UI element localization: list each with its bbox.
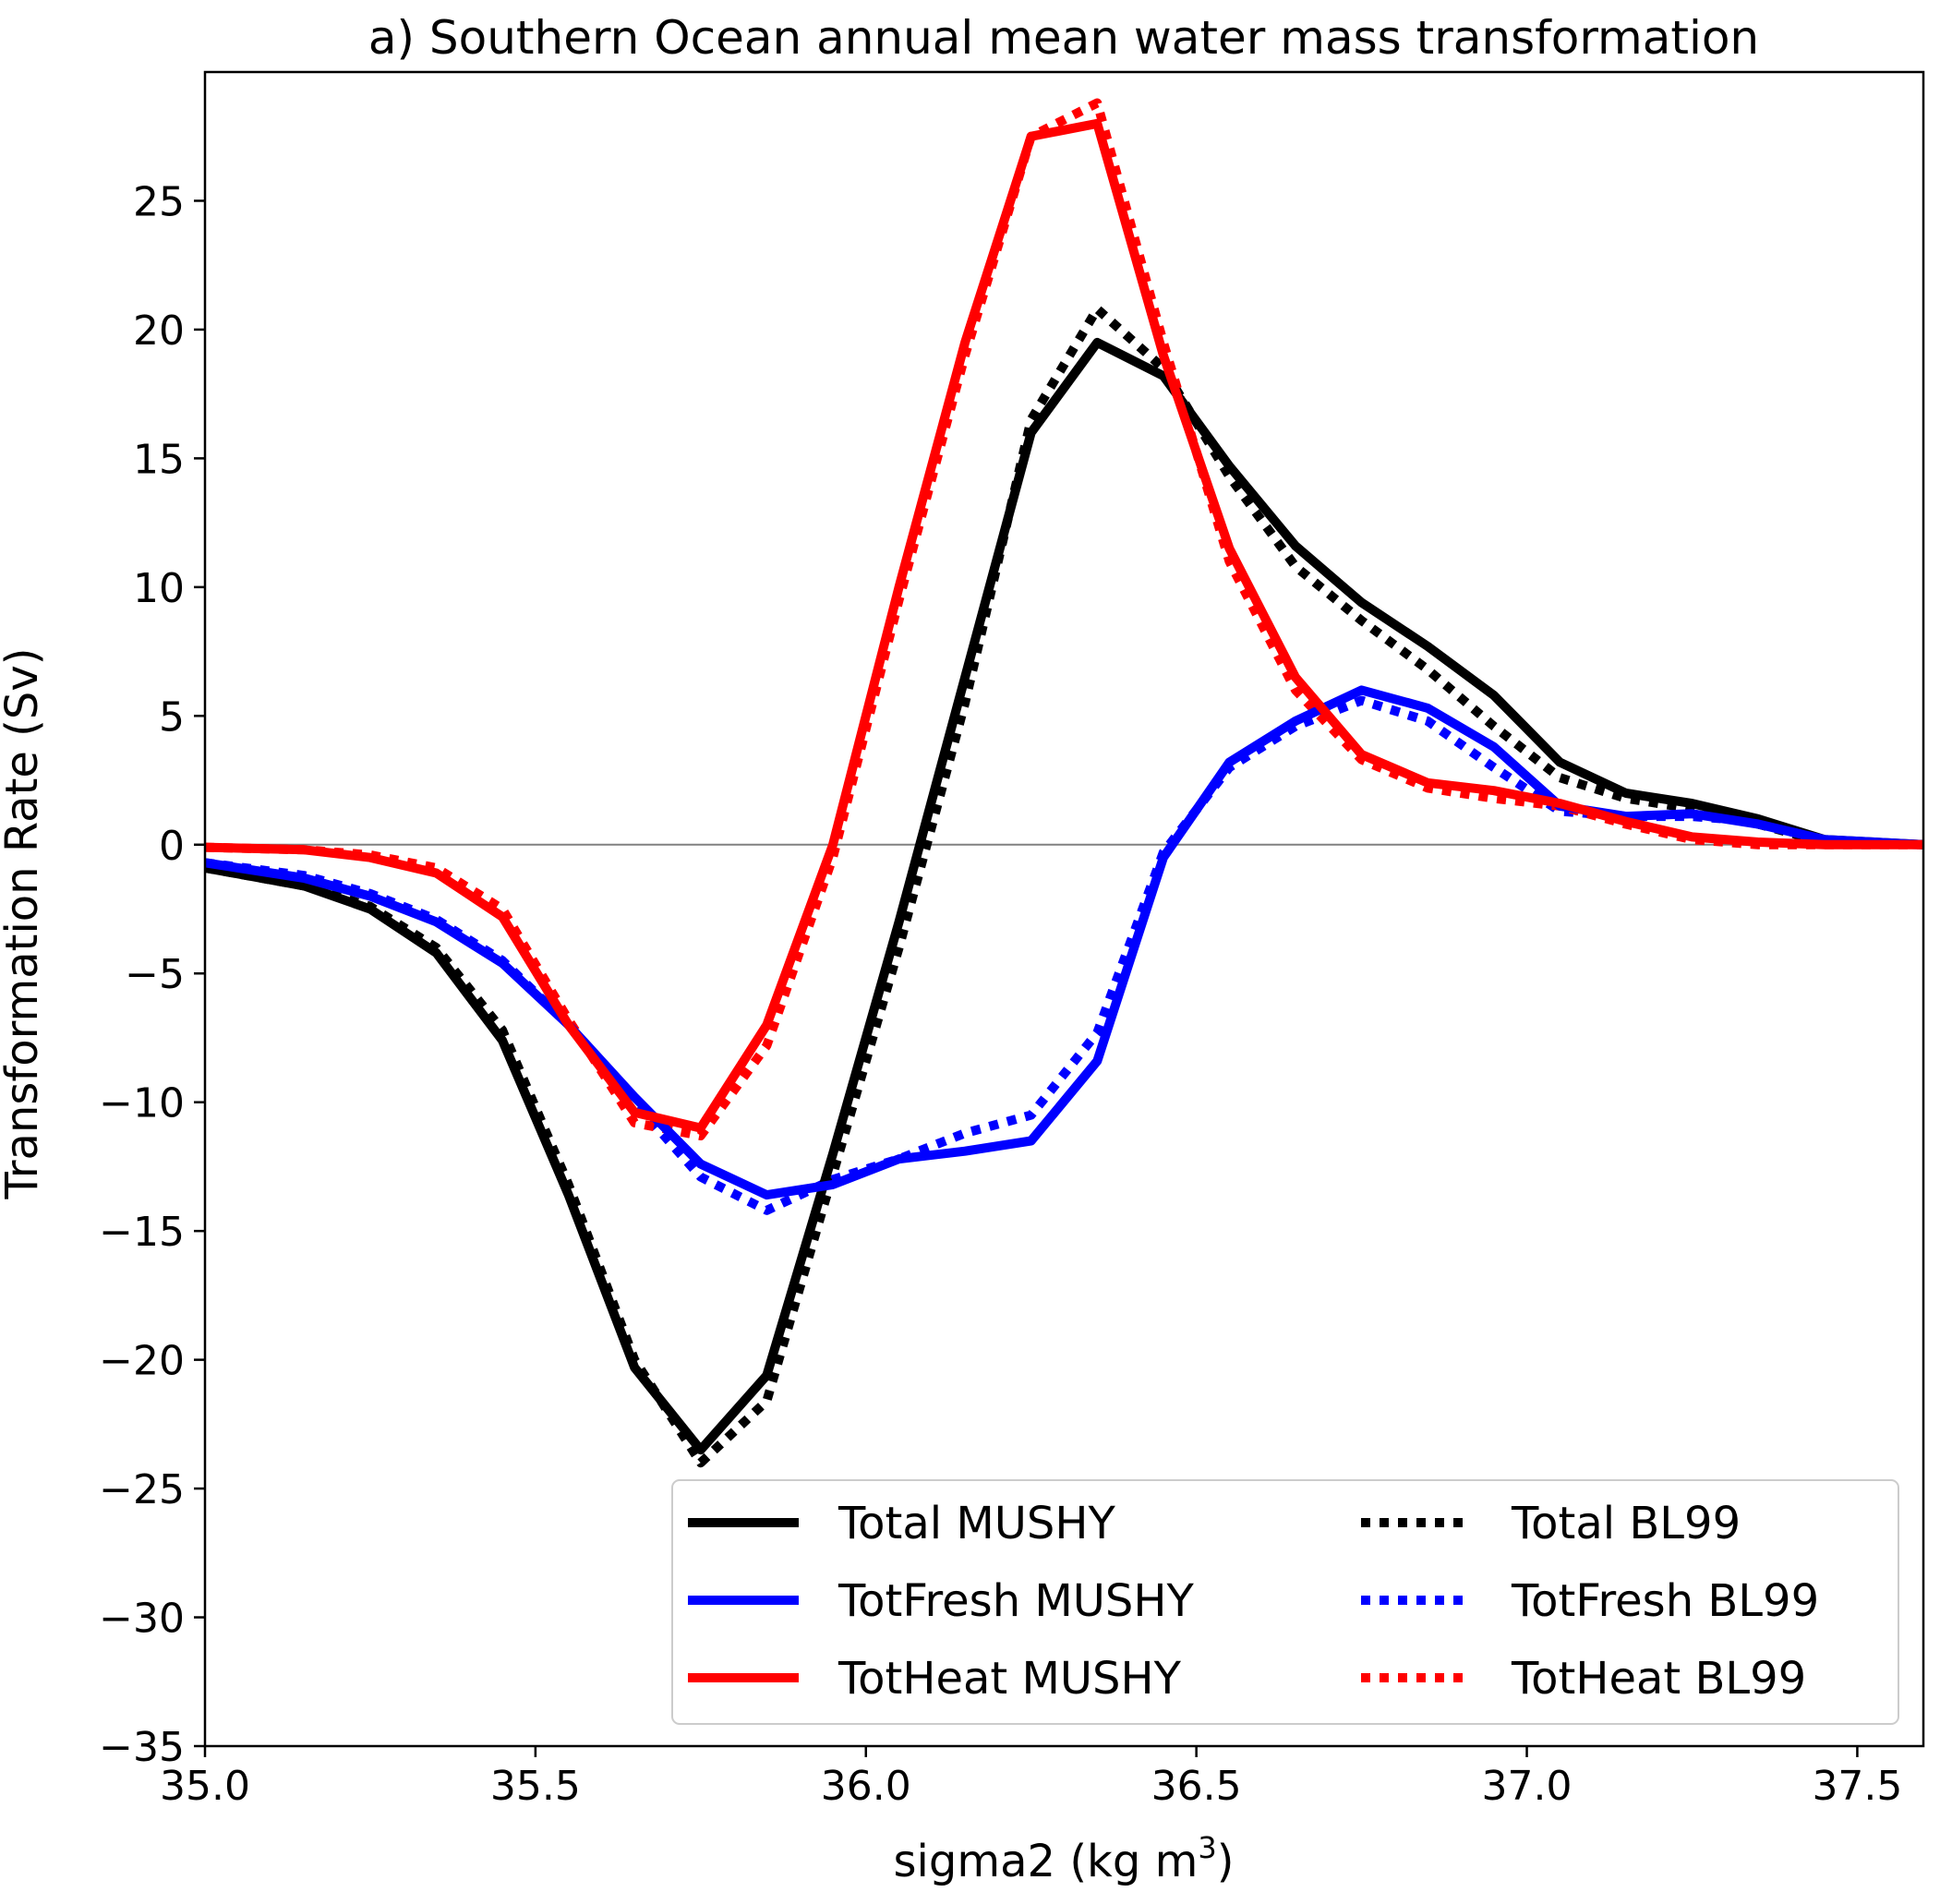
x-tick-label: 35.0 [160,1763,250,1810]
series-line-totfresh-bl99 [205,695,1923,1215]
y-tick-label: 15 [133,436,185,483]
y-axis: −35 −30 −25 −20 −15 −10 −5 0 5 10 15 20 25 [99,178,205,1771]
legend-label-total-mushy: Total MUSHY [837,1498,1115,1549]
y-tick-label: 25 [133,178,185,225]
series-line-totfresh-mushy [205,685,1923,1200]
series-line-total-mushy [205,337,1923,1455]
series-line-totheat-bl99 [205,98,1923,1140]
plot-area [203,70,1925,1748]
y-tick-label: −25 [99,1466,185,1513]
x-axis: 35.0 35.5 36.0 36.5 37.0 37.5 [160,1746,1902,1810]
y-tick-label: 0 [159,823,185,870]
x-tick-label: 37.5 [1812,1763,1902,1810]
x-tick-label: 35.5 [490,1763,581,1810]
chart-title: a) Southern Ocean annual mean water mass… [368,11,1759,65]
y-tick-label: −5 [125,951,185,998]
legend-label-totheat-mushy: TotHeat MUSHY [837,1653,1182,1705]
series-line-totheat-mushy [205,118,1923,1133]
series-lines [205,98,1923,1468]
x-axis-label: sigma2 (kg m3) [894,1830,1235,1887]
plot-frame [203,70,1925,1748]
legend-label-totheat-bl99: TotHeat BL99 [1511,1653,1806,1705]
y-tick-label: 5 [159,693,185,741]
x-tick-label: 37.0 [1482,1763,1572,1810]
legend-label-total-bl99: Total BL99 [1511,1498,1741,1549]
y-tick-label: 20 [133,307,185,355]
legend-label-totfresh-bl99: TotFresh BL99 [1511,1575,1819,1627]
x-tick-label: 36.5 [1151,1763,1242,1810]
x-tick-label: 36.0 [821,1763,911,1810]
y-tick-label: −35 [99,1724,185,1771]
y-tick-label: 10 [133,565,185,612]
legend-label-totfresh-mushy: TotFresh MUSHY [837,1575,1194,1627]
y-tick-label: −10 [99,1080,185,1127]
y-tick-label: −15 [99,1209,185,1256]
legend-box [671,1479,1899,1725]
series-line-total-bl99 [205,304,1923,1468]
y-axis-label: Transformation Rate (Sv) [0,647,48,1199]
legend: Total MUSHY TotFresh MUSHY TotHeat MUSHY To… [671,1479,1899,1725]
y-tick-label: −30 [99,1596,185,1643]
y-tick-label: −20 [99,1338,185,1385]
